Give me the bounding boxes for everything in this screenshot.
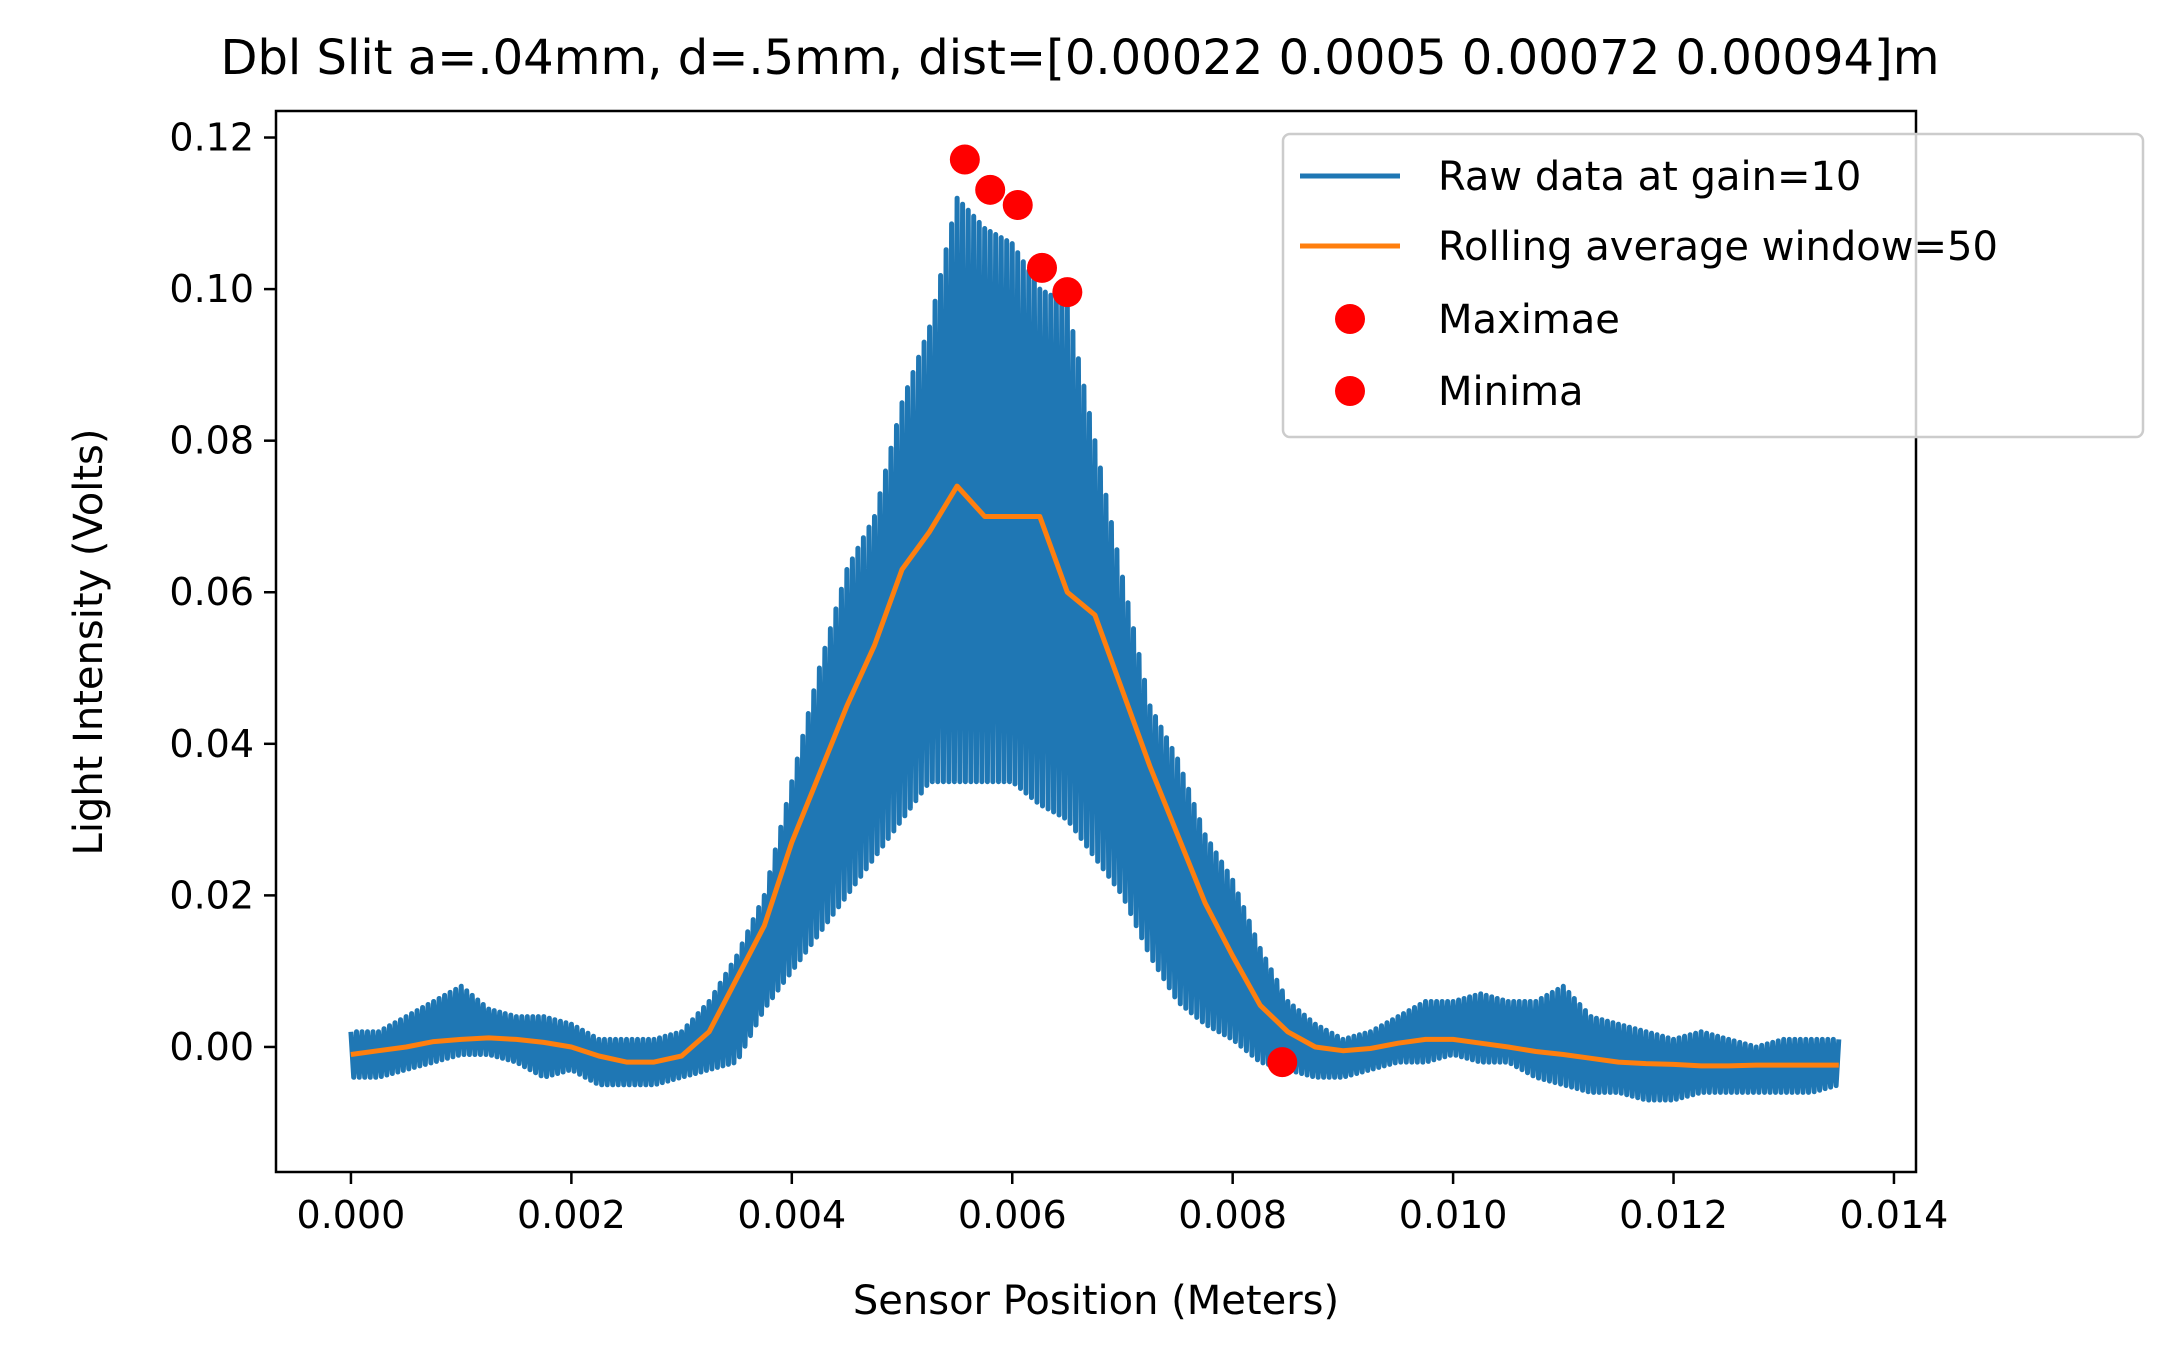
legend-label-rolling-average-window-50: Rolling average window=50 — [1438, 224, 1998, 270]
x-tick-label: 0.002 — [517, 1193, 626, 1237]
legend-label-maximae: Maximae — [1438, 297, 1620, 343]
y-tick-label: 0.02 — [169, 873, 254, 917]
legend-swatch-minima — [1335, 376, 1365, 406]
maximae-point — [975, 174, 1006, 205]
y-axis: 0.00 0.02 0.04 0.06 0.08 0.10 0.12 — [169, 116, 276, 1069]
y-tick-label: 0.04 — [169, 722, 254, 766]
plot-area — [348, 144, 1842, 1103]
chart-title: Dbl Slit a=.04mm, d=.5mm, dist=[0.00022 … — [220, 30, 1939, 86]
x-tick-label: 0.014 — [1840, 1193, 1949, 1237]
x-tick-label: 0.000 — [297, 1193, 406, 1237]
legend-box — [1281, 132, 2145, 439]
y-tick-label: 0.08 — [169, 419, 254, 463]
maximae-point — [1026, 252, 1057, 283]
legend-label-minima: Minima — [1438, 369, 1584, 415]
minima-point — [1267, 1047, 1298, 1078]
legend-label-raw-data-at-gain-10: Raw data at gain=10 — [1438, 154, 1861, 200]
x-tick-label: 0.008 — [1178, 1193, 1287, 1237]
y-tick-label: 0.10 — [169, 267, 254, 311]
legend: Raw data at gain=10 Rolling average windo… — [1281, 132, 2145, 439]
x-axis-label: Sensor Position (Meters) — [853, 1278, 1339, 1324]
x-axis: 0.000 0.002 0.004 0.006 0.008 0.010 0.012 0.014 — [297, 1172, 1949, 1237]
y-tick-label: 0.00 — [169, 1025, 254, 1069]
maximae-point — [1002, 189, 1033, 220]
y-axis-label: Light Intensity (Volts) — [66, 429, 112, 856]
raw-data-line — [348, 195, 1842, 1103]
x-tick-label: 0.006 — [958, 1193, 1067, 1237]
legend-swatch-maximae — [1335, 304, 1365, 334]
axes-frame — [274, 109, 1918, 1174]
x-tick-label: 0.004 — [737, 1193, 846, 1237]
rolling-average-line — [350, 483, 1839, 1069]
y-tick-label: 0.06 — [169, 570, 254, 614]
y-tick-label: 0.12 — [169, 116, 254, 160]
x-tick-label: 0.010 — [1399, 1193, 1508, 1237]
maximae-point — [949, 144, 980, 175]
x-tick-label: 0.012 — [1619, 1193, 1728, 1237]
maximae-point — [1052, 277, 1083, 308]
